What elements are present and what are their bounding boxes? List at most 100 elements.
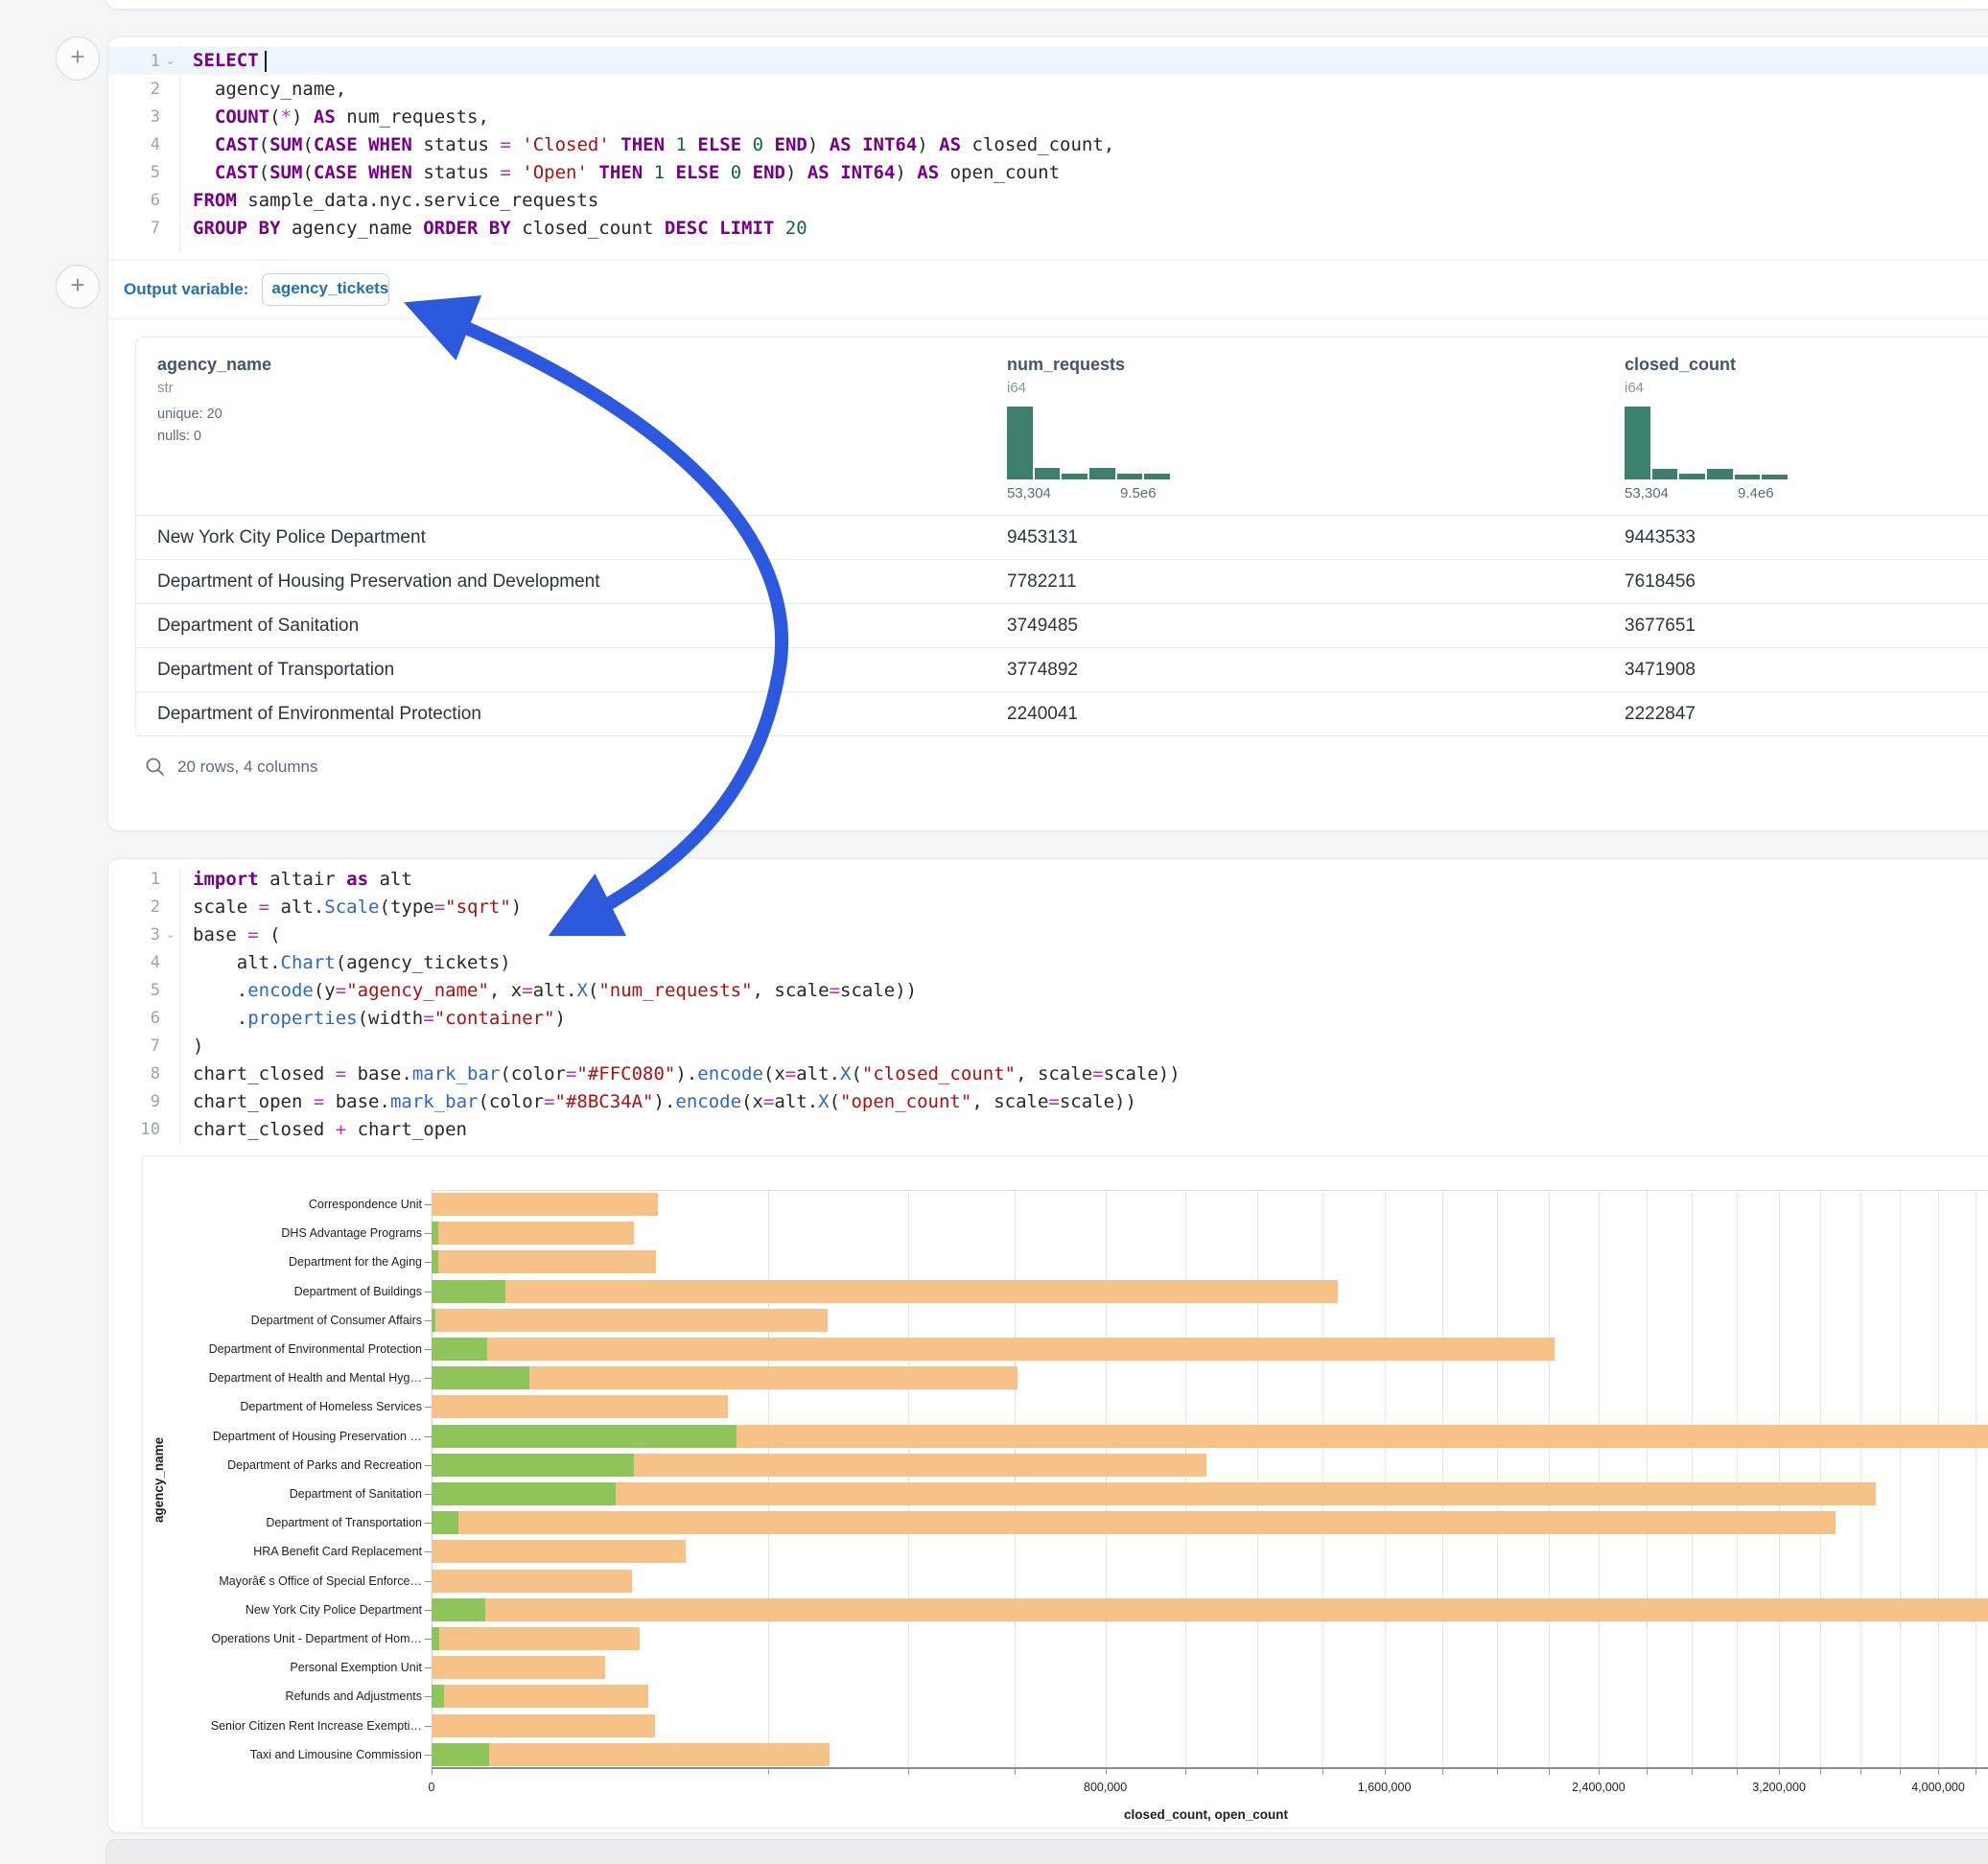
bar-closed xyxy=(432,1511,1836,1535)
y-axis-tick xyxy=(425,1580,432,1582)
code-line: 9 chart_open = base.mark_bar(color="#8BC3… xyxy=(150,1090,1136,1112)
y-axis-tick xyxy=(425,1667,432,1669)
altair-chart: Correspondence Unit DHS Advantage Program… xyxy=(142,1155,1988,1829)
value-cell: 3677651 xyxy=(1625,616,1696,636)
y-axis-label: Refunds and Adjustments xyxy=(285,1689,422,1704)
y-axis-tick xyxy=(425,1523,432,1525)
gridline xyxy=(1736,1190,1738,1767)
y-axis-tick xyxy=(425,1725,432,1727)
add-cell-button-output[interactable]: + xyxy=(56,265,100,309)
table-row: Department of Housing Preservation and D… xyxy=(136,559,1988,604)
code-line: 1 import altair as alt xyxy=(150,868,412,890)
code-line: 5 CAST(SUM(CASE WHEN status = 'Open' THE… xyxy=(150,161,1061,183)
value-cell: 9453131 xyxy=(1007,527,1078,548)
x-axis-minor-tick xyxy=(1860,1769,1862,1775)
bar-open xyxy=(432,1250,438,1274)
y-axis-label: DHS Advantage Programs xyxy=(281,1226,422,1241)
column-header[interactable]: agency_name xyxy=(157,355,272,374)
code-line: 4 alt.Chart(agency_tickets) xyxy=(150,951,511,973)
bar-closed xyxy=(432,1279,1338,1303)
bar-open xyxy=(432,1366,530,1390)
x-axis-minor-tick xyxy=(1322,1769,1324,1775)
x-axis-tick xyxy=(1938,1769,1939,1775)
add-cell-button-top[interactable]: + xyxy=(56,36,100,81)
plot-top-edge xyxy=(432,1190,1988,1191)
collapse-chevron-icon[interactable]: ⌄ xyxy=(166,929,175,941)
bar-closed xyxy=(432,1569,633,1593)
table-footer[interactable]: 20 rows, 4 columns xyxy=(145,757,317,778)
x-axis-minor-tick xyxy=(1441,1769,1443,1775)
y-axis-tick xyxy=(425,1204,432,1205)
bar-closed xyxy=(432,1685,649,1709)
x-axis-minor-tick xyxy=(1256,1769,1258,1775)
gridline xyxy=(1496,1190,1498,1767)
bar-closed xyxy=(432,1482,1877,1505)
bar-open xyxy=(432,1308,436,1332)
column-stat: nulls: 0 xyxy=(157,429,201,444)
y-axis-tick xyxy=(425,1609,432,1611)
y-axis-line xyxy=(432,1190,433,1767)
code-line: 3 COUNT(*) AS num_requests, xyxy=(150,105,489,128)
x-axis-tick xyxy=(1598,1769,1600,1775)
y-axis-label: Taxi and Limousine Commission xyxy=(249,1747,422,1761)
y-axis-tick xyxy=(425,1551,432,1553)
agency-name-cell: Department of Environmental Protection xyxy=(157,704,481,724)
x-axis-line xyxy=(432,1767,1988,1769)
column-type: i64 xyxy=(1007,380,1027,396)
code-line: 5 .encode(y="agency_name", x=alt.X("num_… xyxy=(150,979,918,1001)
y-axis-tick xyxy=(425,1407,432,1409)
bar-open xyxy=(432,1222,438,1246)
gridline xyxy=(1384,1190,1386,1767)
bar-closed xyxy=(432,1338,1555,1361)
collapse-chevron-icon[interactable]: ⌄ xyxy=(166,56,175,67)
y-axis-tick xyxy=(425,1319,432,1321)
x-axis-tick xyxy=(432,1769,433,1775)
y-axis-label: Department of Consumer Affairs xyxy=(250,1313,422,1327)
column-type: str xyxy=(157,380,174,396)
bar-closed xyxy=(432,1540,687,1564)
y-axis-tick xyxy=(425,1378,432,1380)
bar-closed xyxy=(432,1250,657,1274)
y-axis-tick xyxy=(425,1464,432,1466)
histogram-max-label: 9.5e6 xyxy=(1120,485,1157,501)
gridline xyxy=(1441,1190,1443,1767)
bar-closed xyxy=(432,1308,829,1332)
bar-open xyxy=(432,1597,485,1621)
gridline xyxy=(1549,1190,1551,1767)
bar-closed xyxy=(432,1222,634,1246)
x-axis-label: 800,000 xyxy=(1084,1781,1128,1794)
y-axis-tick xyxy=(425,1349,432,1350)
column-stat: unique: 20 xyxy=(157,407,222,422)
output-variable-label: Output variable: xyxy=(124,280,249,298)
code-line: 10 chart_closed + chart_open xyxy=(140,1118,468,1140)
x-axis-minor-tick xyxy=(1496,1769,1498,1775)
y-axis-label: Mayorâ€ s Office of Special Enforce… xyxy=(219,1573,422,1588)
search-icon[interactable] xyxy=(145,757,166,778)
y-axis-label: Department for the Aging xyxy=(289,1255,422,1270)
gridline xyxy=(1015,1190,1017,1767)
output-variable-pill[interactable]: agency_tickets xyxy=(262,273,390,306)
x-axis-minor-tick xyxy=(1736,1769,1738,1775)
gridline xyxy=(1256,1190,1258,1767)
y-axis-tick xyxy=(425,1639,432,1640)
table-footer-text: 20 rows, 4 columns xyxy=(177,757,318,776)
gridline xyxy=(1820,1190,1822,1767)
column-header[interactable]: num_requests xyxy=(1007,355,1126,374)
bar-closed xyxy=(432,1597,1988,1621)
code-line: 3 ⌄ base = ( xyxy=(150,923,281,945)
y-axis-label: Department of Transportation xyxy=(266,1516,422,1530)
column-header[interactable]: closed_count xyxy=(1625,355,1737,374)
value-cell: 2222847 xyxy=(1625,704,1696,724)
histogram-max-label: 9.4e6 xyxy=(1738,485,1774,501)
x-axis-tick xyxy=(1779,1769,1781,1775)
value-cell: 7782211 xyxy=(1007,571,1077,592)
code-line: 7) xyxy=(150,1035,204,1057)
bar-open xyxy=(432,1685,445,1709)
y-axis-tick xyxy=(425,1494,432,1495)
sql-cell: 1 ⌄ SELECT 2 agency_name, 3 COUNT(*) AS num_… xyxy=(107,36,1988,831)
gridline xyxy=(1184,1190,1186,1767)
gridline xyxy=(1779,1190,1781,1767)
x-axis-tick xyxy=(1384,1769,1386,1775)
table-row: New York City Police Department 9453131 94… xyxy=(136,515,1988,560)
